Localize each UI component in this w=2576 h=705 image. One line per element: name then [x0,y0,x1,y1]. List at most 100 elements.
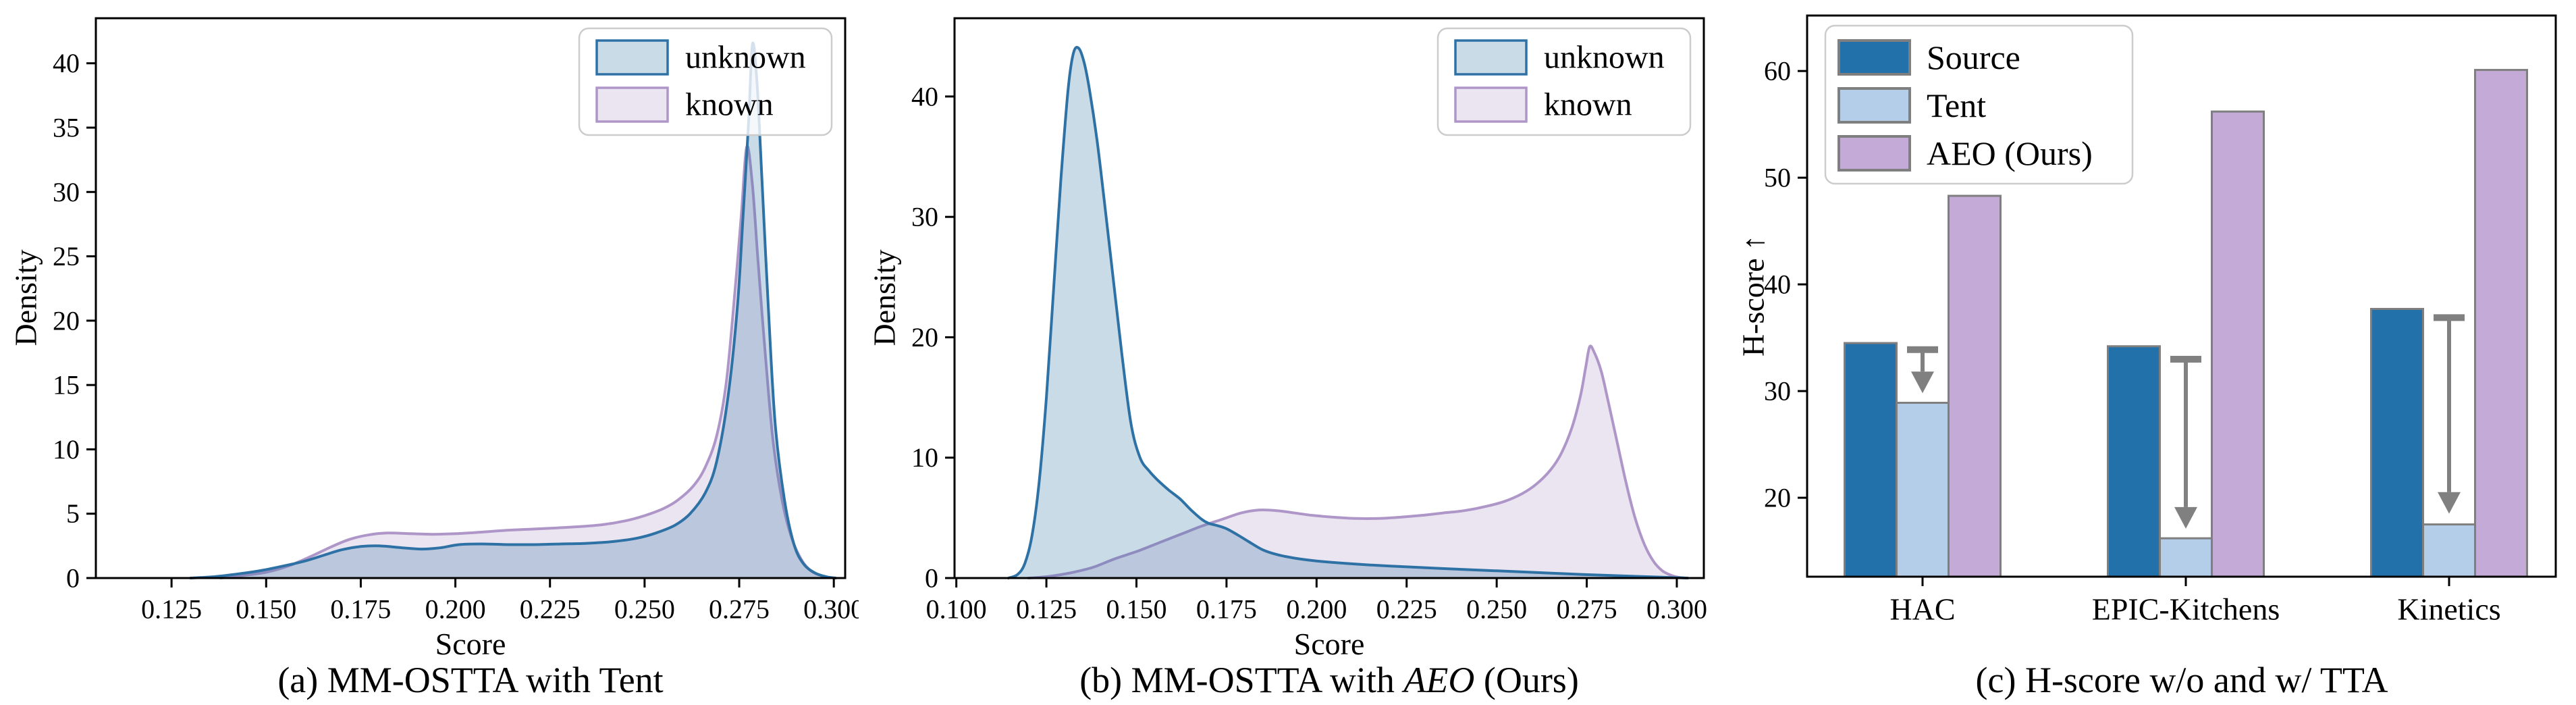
kde-line-known [1027,344,1688,579]
plot-frame [1806,14,2557,578]
legend-swatch-unknown [1454,39,1528,76]
y-tick-label: 35 [53,112,80,142]
x-tick-label: 0.125 [141,594,202,625]
y-axis-label-b: Density [867,249,902,346]
bar-tent-hac [1896,401,1950,578]
x-tick-label: 0.150 [1106,594,1166,625]
y-tick-label: 0 [925,563,938,594]
kde-line-known [219,145,836,579]
arrow-shaft-1 [2184,361,2188,507]
x-tick-label: 0.125 [1016,594,1077,625]
bar-tent-epic-kitchens [2159,537,2213,578]
arrow-cap-0 [1907,346,1938,353]
y-axis-label-a: Density [8,249,43,346]
legend-label-known: known [1544,87,1632,123]
legend-swatch-aeo-ours- [1837,135,1911,172]
legend-label-tent: Tent [1927,86,1986,124]
x-tick-label: 0.100 [926,594,987,625]
y-tick-label: 0 [66,563,80,594]
panel-a-kde-tent: 0.125 0.150 0.175 0.200 0.225 0.250 0.275 0.300… [53,17,859,625]
arrow-shaft-0 [1921,351,1925,372]
legend-label-unknown: unknown [685,40,806,76]
x-tick-label: 0.200 [425,594,486,625]
kde-fill-unknown [190,43,836,578]
y-tick-label: 25 [53,241,80,271]
y-tick-label: 30 [53,177,80,207]
category-label-hac: HAC [1889,592,1955,627]
bar-aeo-ours--epic-kitchens [2211,110,2265,578]
legend-swatch-unknown [595,39,669,76]
y-tick-label: 30 [911,202,938,232]
y-tick-label: 10 [911,442,938,473]
legend-label-aeo-ours-: AEO (Ours) [1927,134,2093,172]
arrow-head-2 [2438,492,2461,514]
arrow-head-0 [1911,371,1934,394]
legend-label-source: Source [1927,38,2020,76]
legend-swatch-source [1837,39,1911,76]
x-tick-label: 0.200 [1286,594,1347,625]
bar-source-kinetics [2370,307,2424,578]
kde-line-unknown [1007,46,1689,579]
caption-b-text-2: (Ours) [1474,660,1579,700]
y-tick-label: 30 [1764,376,1791,407]
y-tick-label: 50 [1764,163,1791,193]
y-tick-label: 60 [1764,56,1791,86]
bar-source-epic-kitchens [2107,345,2161,578]
x-tick-label: 0.150 [236,594,296,625]
x-axis-label-b: Score [1293,627,1365,661]
arrow-shaft-2 [2447,319,2451,492]
x-tick-label: 0.225 [1376,594,1437,625]
x-tick-label: 0.275 [709,594,770,625]
panel-c-hscore-bars: HAC EPIC-Kitchens Kinetics 20 30 40 50 60 Source… [1764,14,2557,627]
arrow-cap-1 [2170,355,2201,363]
y-tick-label: 40 [1764,269,1791,300]
y-tick-label: 5 [66,498,80,529]
caption-c-text: (c) H-score w/o and w/ TTA [1975,660,2388,700]
bar-aeo-ours--kinetics [2474,69,2528,578]
y-tick-label: 40 [911,81,938,111]
y-tick-label: 10 [53,434,80,465]
x-tick-label: 0.300 [803,594,859,625]
legend-swatch-known [1454,86,1528,123]
plot-frame [953,17,1705,579]
legend-label-known: known [685,87,774,123]
y-tick-label: 20 [911,322,938,352]
arrow-cap-2 [2434,314,2465,321]
arrow-head-1 [2174,506,2197,529]
plot-frame [95,17,847,579]
x-tick-label: 0.250 [1466,594,1527,625]
caption-panel-a: (a) MM-OSTTA with Tent [277,660,663,700]
x-axis-label-a: Score [435,627,506,661]
y-tick-label: 15 [53,370,80,400]
x-tick-label: 0.225 [520,594,581,625]
caption-panel-b: (b) MM-OSTTA with AEO (Ours) [1079,660,1579,700]
y-tick-label: 20 [53,305,80,336]
legend-box [578,27,833,136]
y-tick-label: 40 [53,48,80,78]
legend-box [1437,27,1692,136]
x-tick-label: 0.250 [614,594,675,625]
legend-label-unknown: unknown [1544,40,1665,76]
legend-swatch-known [595,86,669,123]
kde-fill-known [1028,346,1686,578]
bar-source-hac [1844,342,1898,578]
x-tick-label: 0.300 [1646,594,1707,625]
caption-panel-c: (c) H-score w/o and w/ TTA [1976,660,2388,700]
caption-b-text-italic: AEO [1403,660,1475,700]
bar-tent-kinetics [2422,523,2476,578]
y-axis-label-c: H-score ↑ [1736,234,1771,357]
panel-b-kde-aeo: 0.100 0.125 0.150 0.175 0.200 0.225 0.250 0.275… [911,17,1707,625]
caption-a-text: (a) MM-OSTTA with Tent [277,660,664,700]
x-tick-label: 0.175 [1196,594,1257,625]
bar-aeo-ours--hac [1948,194,2002,578]
legend-swatch-tent [1837,87,1911,124]
category-label-kinetics: Kinetics [2397,592,2500,627]
x-tick-label: 0.275 [1557,594,1617,625]
kde-line-unknown [189,41,837,579]
category-label-epic-kitchens: EPIC-Kitchens [2092,592,2280,627]
caption-b-text-1: (b) MM-OSTTA with [1079,660,1404,700]
x-tick-label: 0.175 [330,594,391,625]
kde-fill-known [221,146,834,578]
y-tick-label: 20 [1764,483,1791,513]
